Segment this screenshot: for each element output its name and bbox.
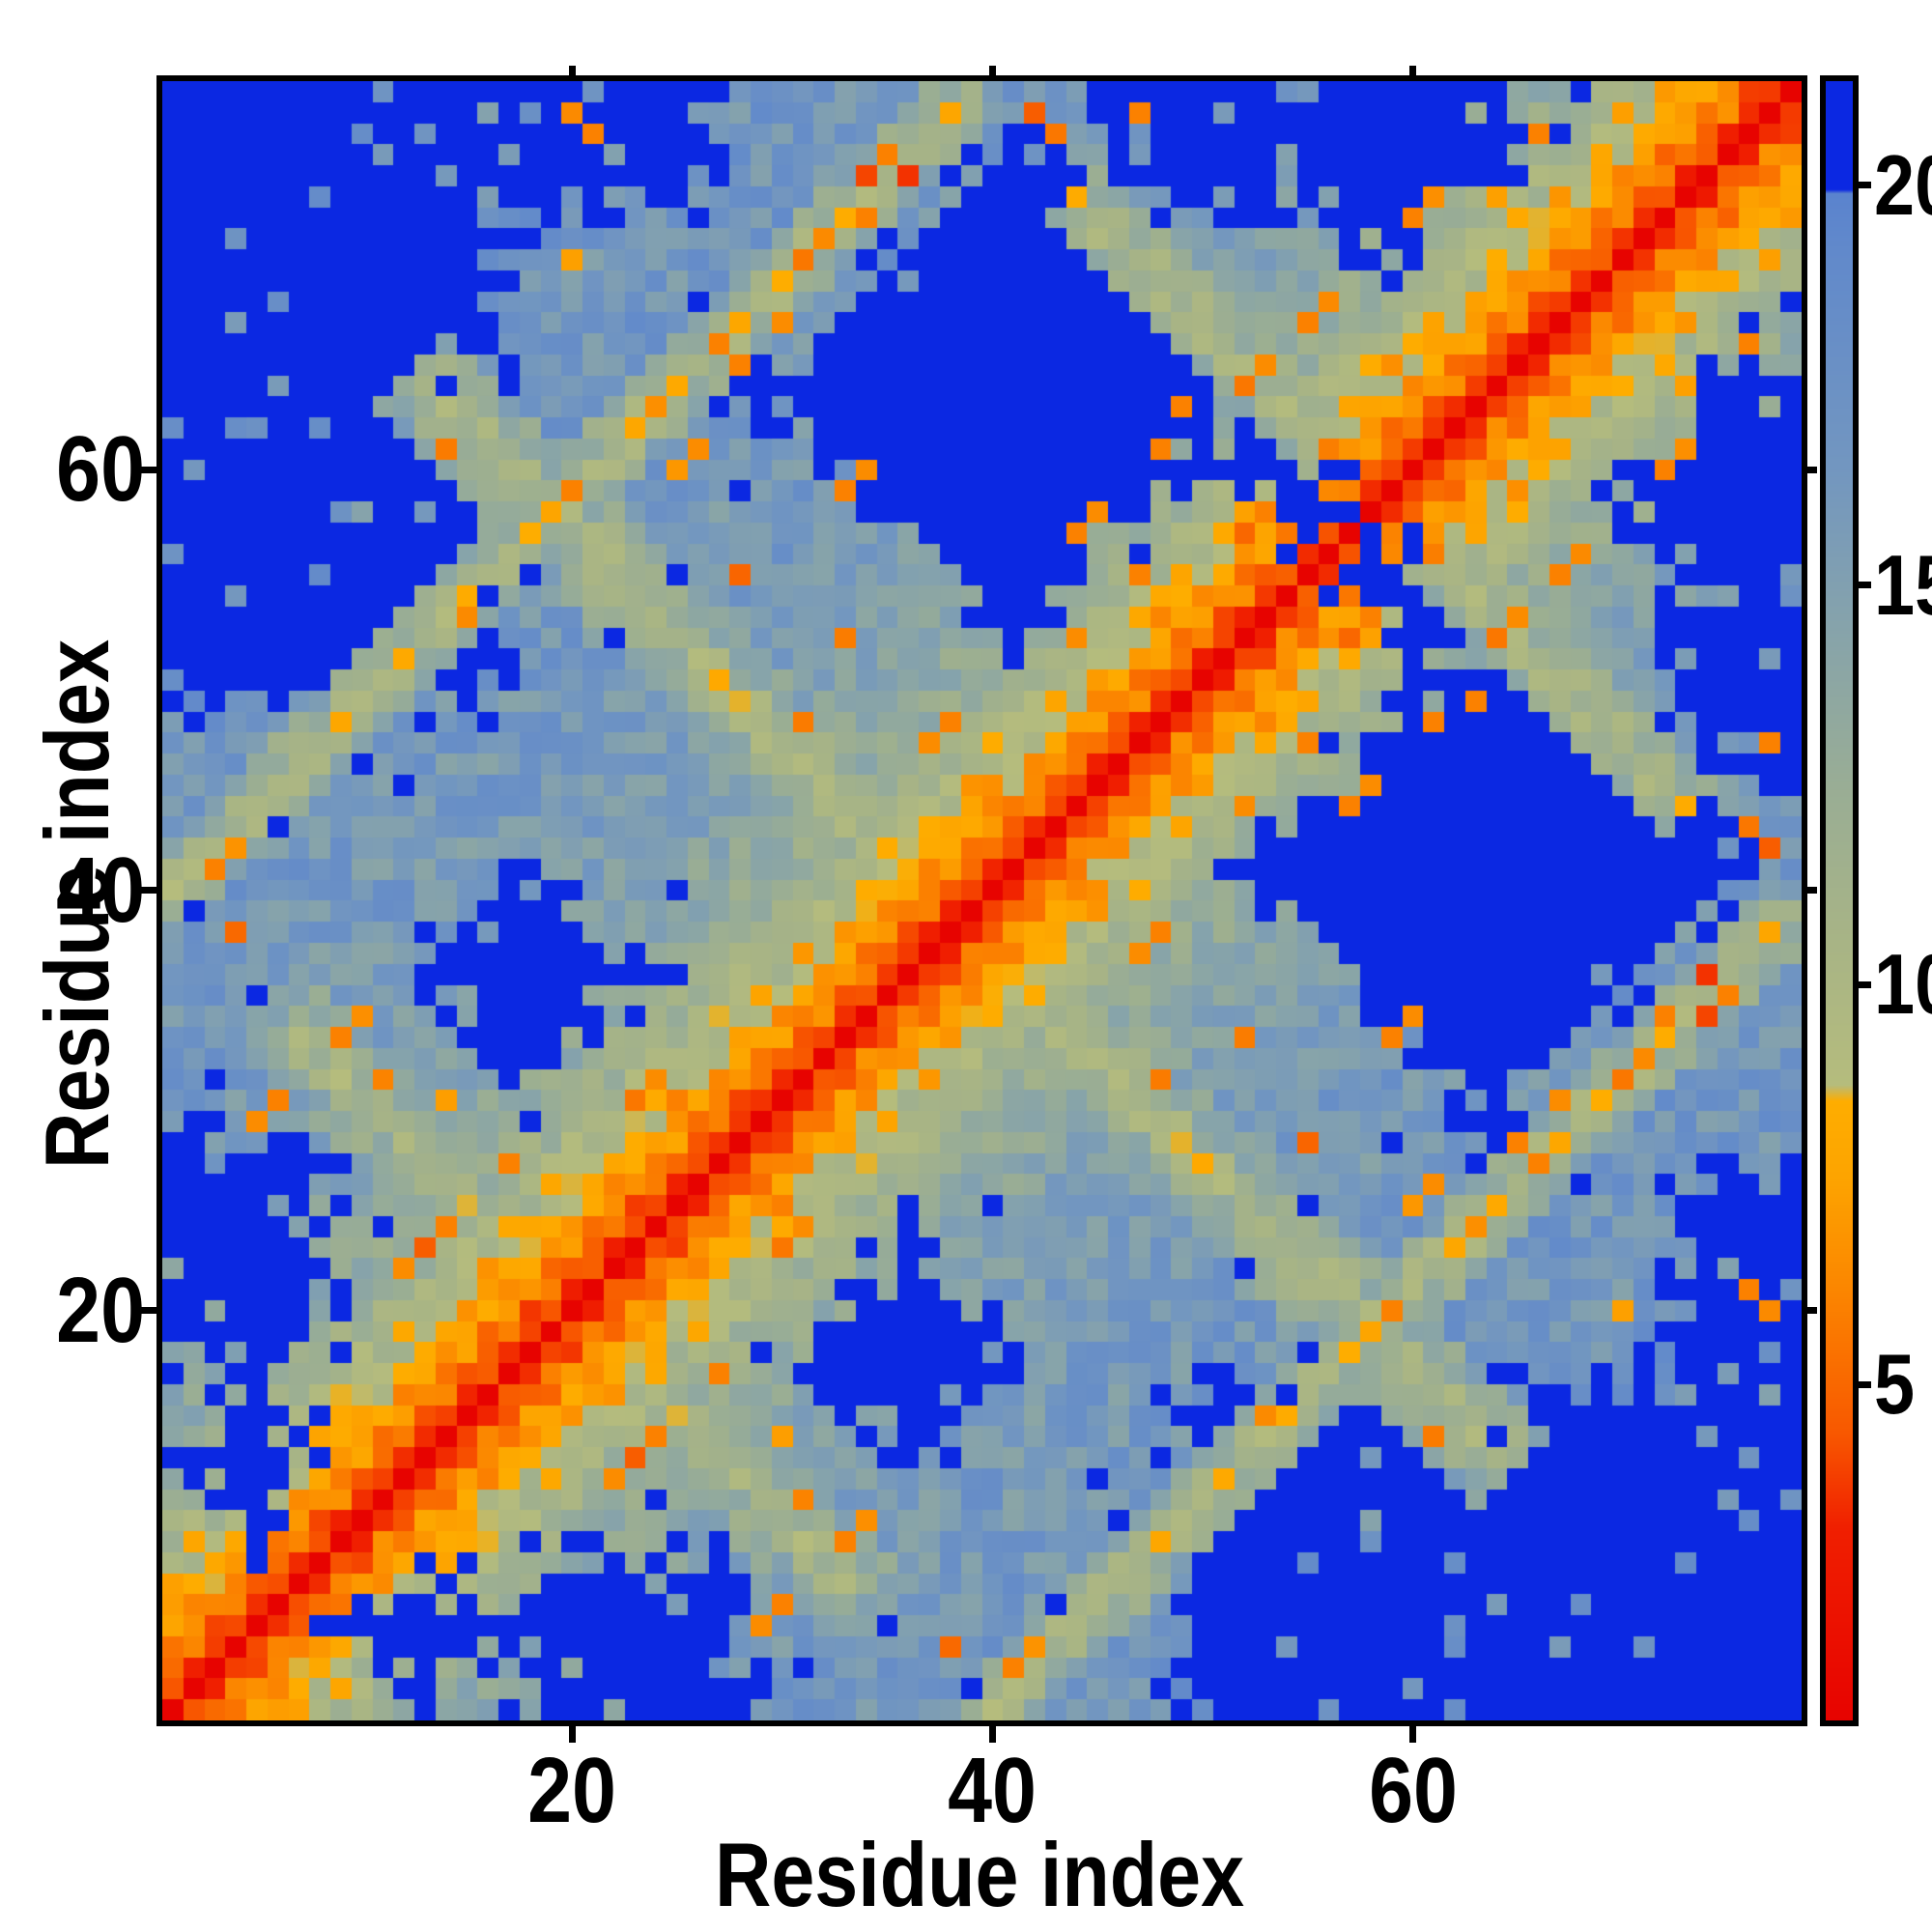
colorbar-tick-label: 20 <box>1874 136 1932 233</box>
colorbar-tick-mark <box>1859 182 1871 189</box>
y-tick-mark-right <box>1807 887 1817 895</box>
colorbar-tick-mark <box>1859 980 1871 988</box>
y-tick-label: 40 <box>56 838 145 942</box>
y-tick-mark-left <box>140 887 156 895</box>
y-tick-mark-right <box>1807 466 1817 473</box>
x-tick-mark-bottom <box>568 1726 576 1743</box>
x-tick-label: 60 <box>1368 1739 1458 1842</box>
x-tick-mark-top <box>1409 66 1416 75</box>
y-tick-label: 20 <box>56 1258 145 1362</box>
x-axis-title: Residue index <box>714 1824 1245 1925</box>
x-tick-mark-bottom <box>1409 1726 1416 1743</box>
y-tick-mark-left <box>140 466 156 473</box>
colorbar-gradient <box>1826 81 1853 1720</box>
colorbar-tick-label: 5 <box>1874 1336 1916 1433</box>
y-axis-title: Residue index <box>26 639 128 1170</box>
y-tick-label: 60 <box>56 417 145 522</box>
x-tick-mark-top <box>568 66 576 75</box>
colorbar-tick-mark <box>1859 1380 1871 1388</box>
heatmap-canvas <box>162 81 1802 1720</box>
y-tick-mark-left <box>140 1307 156 1315</box>
y-tick-mark-right <box>1807 1307 1817 1315</box>
colorbar-tick-label: 10 <box>1874 936 1932 1033</box>
colorbar-tick-mark <box>1859 582 1871 589</box>
x-tick-mark-top <box>988 66 996 75</box>
x-tick-label: 40 <box>948 1739 1037 1842</box>
colorbar-tick-label: 15 <box>1874 536 1932 633</box>
x-tick-mark-bottom <box>988 1726 996 1743</box>
x-tick-label: 20 <box>527 1739 617 1842</box>
